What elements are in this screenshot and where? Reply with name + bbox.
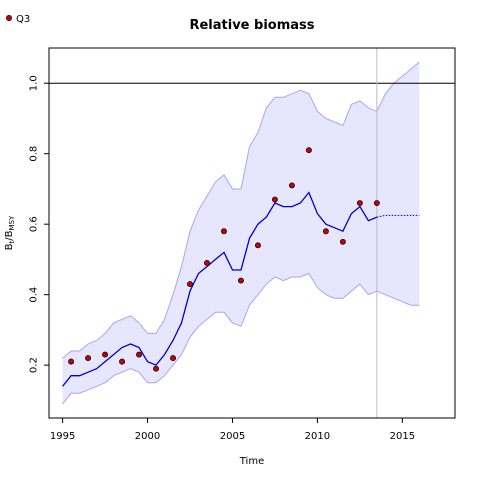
data-point [187,281,193,288]
plot-frame [48,47,456,419]
y-label-sub1: t [8,240,16,243]
y-label-mid: /B [4,230,15,240]
lines-layer [49,48,455,418]
y-axis: 0.2 0.4 0.6 0.8 1.0 [29,75,49,373]
data-point [204,260,210,266]
chart-title: Relative biomass [189,18,314,33]
legend: Q3 [6,14,30,25]
data-point [221,228,227,235]
y-axis-label: Bt/BMSY [4,215,16,250]
x-axis-label: Time [239,456,264,467]
data-point [85,355,92,362]
data-point [373,200,380,206]
data-point [305,147,312,154]
forecast-line [376,214,420,218]
data-point [68,358,75,365]
data-point [339,238,346,245]
x-tick-label: 2000 [135,431,160,442]
data-point [288,182,295,189]
x-tick-label: 2010 [305,431,330,442]
data-point [170,355,176,362]
legend-marker-q3 [6,15,12,21]
y-label-sub2: MSY [8,215,16,230]
y-tick-label: 0.4 [29,287,40,303]
observation-points-layer [68,147,380,372]
data-point [356,200,363,206]
data-point [254,242,261,249]
data-point [238,277,244,284]
y-label-base: B [4,243,15,250]
data-point [153,365,159,372]
y-tick-label: 0.8 [29,146,40,162]
x-tick-label: 1995 [50,431,75,442]
x-tick-label: 2005 [220,431,245,442]
y-tick-label: 0.2 [29,357,40,373]
data-point [136,351,142,358]
band-upper-edge [62,61,420,359]
x-axis: 1995 2000 2005 2010 2015 [50,418,415,442]
data-point [119,358,125,365]
confidence-band-layer [62,61,420,405]
y-tick-label: 1.0 [29,75,40,91]
estimate-line [62,191,378,387]
data-point [322,228,329,235]
data-point [102,351,109,358]
x-tick-label: 2015 [390,431,415,442]
y-tick-label: 0.6 [29,216,40,232]
confidence-band [62,62,420,404]
data-point [271,196,278,203]
band-lower-edge [62,272,420,405]
legend-label-q3: Q3 [16,14,30,25]
